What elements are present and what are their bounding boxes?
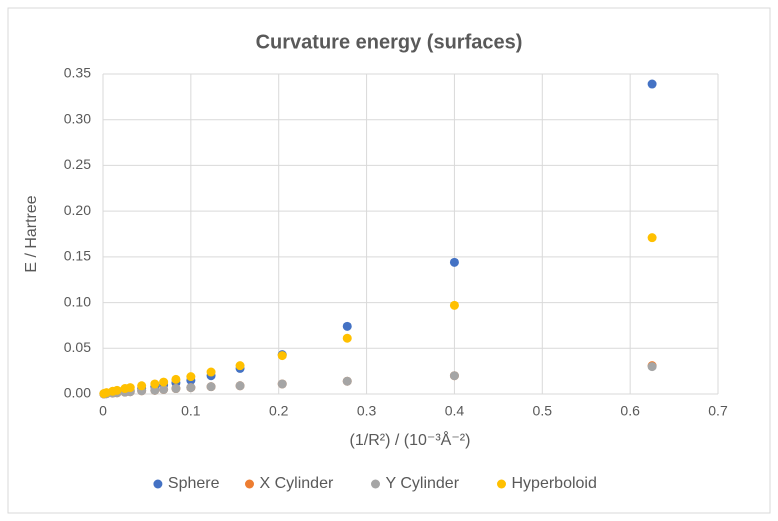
chart-frame (7, 7, 771, 514)
data-point (137, 381, 147, 391)
data-point (277, 351, 287, 361)
x-axis-label: (1/R²) / (10⁻³Å⁻²) (350, 430, 471, 449)
y-tick-label: 0.00 (64, 385, 91, 401)
legend-label: Y Cylinder (386, 475, 460, 492)
data-point (159, 384, 169, 394)
y-axis-label: E / Hartree (23, 195, 40, 272)
data-point (120, 384, 130, 394)
legend-label: Hyperboloid (512, 475, 597, 492)
data-point (171, 374, 181, 384)
chart-title: Curvature energy (surfaces) (256, 31, 523, 53)
y-tick-label: 0.30 (64, 110, 91, 126)
y-tick-label: 0.35 (64, 65, 91, 81)
y-tick-label: 0.10 (64, 293, 91, 309)
legend-marker (371, 479, 380, 489)
x-tick-label: 0.7 (708, 403, 728, 419)
data-point (206, 382, 216, 392)
data-point (186, 372, 196, 382)
legend-label: X Cylinder (260, 475, 334, 492)
legend-label: Sphere (168, 475, 220, 492)
data-point (647, 233, 657, 243)
y-tick-label: 0.20 (64, 202, 91, 218)
legend-marker (153, 479, 163, 489)
x-tick-label: 0.5 (533, 403, 553, 419)
x-tick-label: 0 (99, 403, 107, 419)
y-tick-label: 0.25 (64, 156, 91, 172)
x-tick-label: 0.6 (620, 403, 640, 419)
data-point (647, 79, 657, 89)
x-tick-label: 0.1 (181, 403, 201, 419)
data-point (186, 383, 196, 393)
data-point (206, 367, 216, 377)
data-point (99, 389, 109, 399)
data-point (171, 384, 181, 394)
data-point (449, 371, 459, 381)
x-tick-label: 0.2 (269, 403, 289, 419)
data-point (647, 362, 657, 372)
data-point (449, 300, 459, 310)
data-point (159, 377, 169, 387)
data-point (449, 257, 459, 267)
legend-marker (245, 479, 254, 489)
y-tick-label: 0.15 (64, 248, 91, 264)
legend-marker (497, 479, 506, 489)
y-tick-label: 0.05 (64, 339, 91, 355)
data-point (150, 379, 160, 389)
x-tick-label: 0.4 (445, 403, 465, 419)
data-point (277, 379, 287, 389)
data-point (235, 381, 245, 391)
data-point (342, 321, 352, 331)
data-point (235, 361, 245, 371)
data-point (342, 376, 352, 386)
data-point (342, 333, 352, 343)
data-point (150, 385, 160, 395)
x-tick-label: 0.3 (357, 403, 377, 419)
